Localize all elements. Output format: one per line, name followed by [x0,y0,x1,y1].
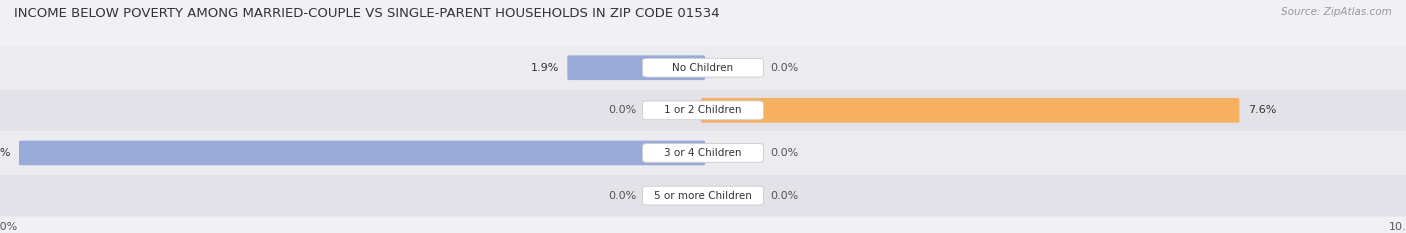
Text: Source: ZipAtlas.com: Source: ZipAtlas.com [1281,7,1392,17]
FancyBboxPatch shape [568,55,706,80]
Text: 7.6%: 7.6% [1249,105,1277,115]
Text: 0.0%: 0.0% [770,191,799,201]
Text: 0.0%: 0.0% [770,148,799,158]
FancyBboxPatch shape [0,175,1406,216]
Text: 1.9%: 1.9% [530,63,560,73]
FancyBboxPatch shape [643,101,763,120]
FancyBboxPatch shape [643,58,763,77]
FancyBboxPatch shape [0,132,1406,174]
FancyBboxPatch shape [643,144,763,162]
Text: 0.0%: 0.0% [607,105,637,115]
Text: 5 or more Children: 5 or more Children [654,191,752,201]
FancyBboxPatch shape [20,140,706,165]
Text: 9.7%: 9.7% [0,148,11,158]
Text: 3 or 4 Children: 3 or 4 Children [664,148,742,158]
FancyBboxPatch shape [0,89,1406,131]
Text: 1 or 2 Children: 1 or 2 Children [664,105,742,115]
FancyBboxPatch shape [643,186,763,205]
Text: No Children: No Children [672,63,734,73]
Text: 0.0%: 0.0% [607,191,637,201]
Text: 0.0%: 0.0% [770,63,799,73]
Text: INCOME BELOW POVERTY AMONG MARRIED-COUPLE VS SINGLE-PARENT HOUSEHOLDS IN ZIP COD: INCOME BELOW POVERTY AMONG MARRIED-COUPL… [14,7,720,20]
FancyBboxPatch shape [0,47,1406,89]
FancyBboxPatch shape [700,98,1240,123]
